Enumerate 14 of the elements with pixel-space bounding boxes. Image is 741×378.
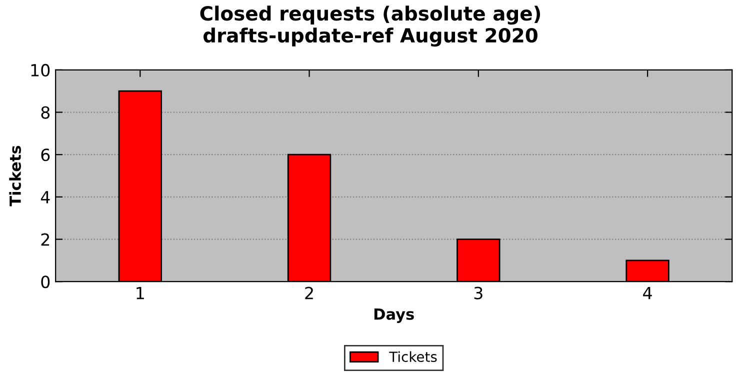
chart-title: Closed requests (absolute age) drafts-update-ref August 2020 <box>200 6 540 47</box>
x-axis-title: Days <box>374 308 414 323</box>
legend-label: Tickets <box>389 351 437 362</box>
y-axis-title: Tickets <box>9 146 21 206</box>
y-tick-label: 4 <box>40 191 50 204</box>
y-tick-label: 10 <box>31 64 50 76</box>
x-tick-label: 2 <box>305 286 313 300</box>
x-tick-label: 3 <box>474 286 482 300</box>
y-tick-label: 6 <box>41 148 50 162</box>
x-tick-label: 4 <box>643 286 652 300</box>
y-tick-label: 2 <box>41 233 50 246</box>
y-tick-label: 0 <box>41 276 50 288</box>
x-tick-label: 1 <box>136 286 144 300</box>
y-tick-label: 8 <box>41 106 50 119</box>
